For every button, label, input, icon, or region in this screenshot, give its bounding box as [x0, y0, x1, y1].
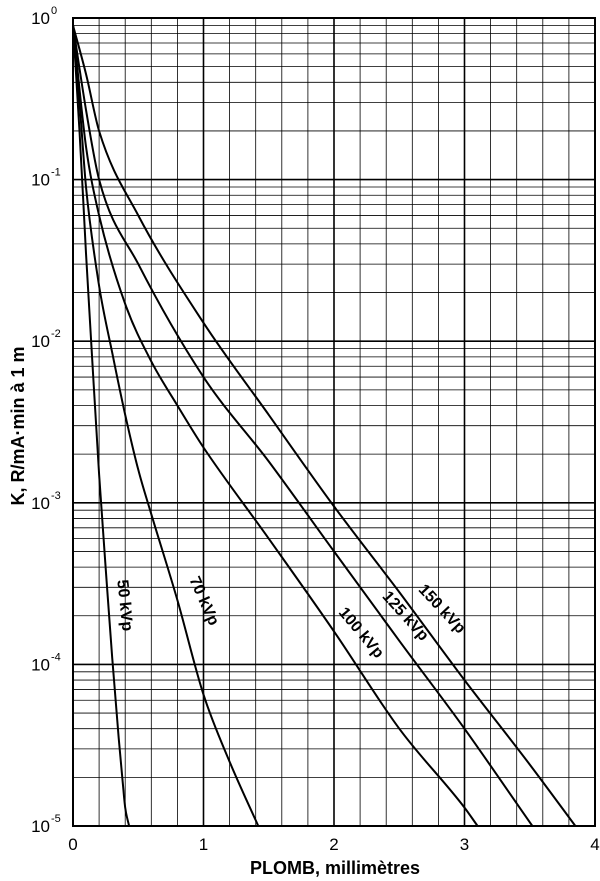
plot-frame [72, 17, 596, 827]
series-line-100-kvp [72, 25, 479, 827]
y-tick-label: 10 [31, 655, 50, 674]
curves [72, 25, 577, 827]
grid [72, 17, 596, 827]
series-line-50-kvp [72, 25, 131, 827]
y-tick-label: 10 [31, 171, 50, 190]
x-tick-label: 4 [590, 835, 599, 854]
x-tick-label: 3 [460, 835, 469, 854]
y-tick-exponent: -1 [51, 167, 61, 179]
series-label: 70 kVp [185, 574, 222, 628]
series-label: 50 kVp [113, 579, 135, 632]
y-tick-label: 10 [31, 817, 50, 836]
x-tick-label: 0 [68, 835, 77, 854]
x-axis-title: PLOMB, millimètres [250, 858, 420, 878]
y-tick-label: 10 [31, 9, 50, 28]
y-tick-label: 10 [31, 332, 50, 351]
y-tick-exponent: 0 [51, 5, 57, 17]
series-line-150-kvp [72, 25, 577, 827]
y-tick-exponent: -2 [51, 328, 61, 340]
series-line-125-kvp [72, 25, 534, 827]
y-axis-title: K, R/mA·min à 1 m [8, 346, 28, 505]
y-tick-exponent: -3 [51, 490, 61, 502]
x-tick-label: 1 [199, 835, 208, 854]
series-line-70-kvp [72, 25, 260, 827]
x-tick-label: 2 [329, 835, 338, 854]
y-tick-exponent: -4 [51, 651, 61, 663]
y-tick-exponent: -5 [51, 813, 61, 825]
y-tick-label: 10 [31, 494, 50, 513]
